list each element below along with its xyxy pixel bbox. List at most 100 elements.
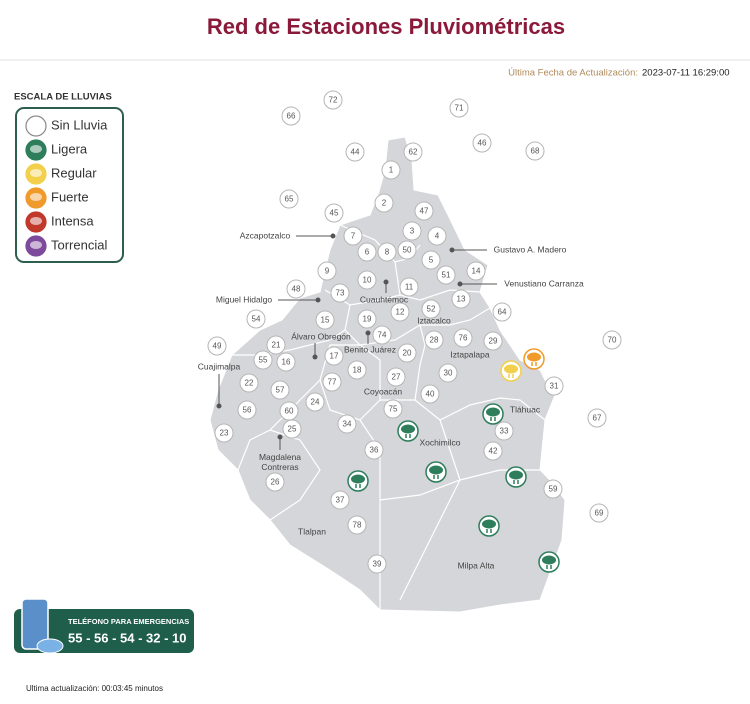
station-number: 48 (292, 285, 301, 294)
station-marker (207, 336, 227, 356)
station-marker (483, 331, 503, 351)
station-number: 74 (378, 331, 387, 340)
callout-dot (457, 281, 463, 287)
station-number: 71 (455, 104, 464, 113)
station-marker (374, 193, 394, 213)
station-marker (602, 330, 622, 350)
station-number: 19 (363, 315, 372, 324)
station-marker (357, 242, 377, 262)
legend-label: Torrencial (51, 237, 107, 252)
station-number: 26 (271, 478, 280, 487)
station-number: 50 (403, 246, 412, 255)
update-label: Última Fecha de Actualización: (508, 68, 638, 79)
station-marker (453, 328, 473, 348)
station-marker (315, 310, 335, 330)
station-number: 42 (489, 447, 498, 456)
rain-cloud (504, 364, 518, 374)
station-marker (386, 367, 406, 387)
station-marker (253, 350, 273, 370)
station-marker (525, 141, 545, 161)
station-marker (237, 400, 257, 420)
station-number: 29 (489, 337, 498, 346)
rain-cloud (542, 555, 556, 565)
callout-lines (216, 233, 497, 450)
callout-dot (449, 247, 455, 253)
rain-cloud (351, 474, 365, 484)
borough-name: Cuauhtémoc (360, 294, 409, 304)
borough-name: Iztacalco (417, 315, 451, 325)
station-number: 7 (351, 232, 356, 241)
borough-name: Coyoacán (364, 386, 403, 396)
station-number: 49 (213, 342, 222, 351)
rain-cloud (401, 424, 415, 434)
legend-cloud (30, 217, 42, 225)
rain-cloud (482, 519, 496, 529)
station-marker (402, 221, 422, 241)
station-number: 54 (252, 315, 261, 324)
station-marker (421, 250, 441, 270)
station-number: 24 (311, 398, 320, 407)
borough-name: Tláhuac (510, 404, 541, 414)
borough-name: Iztapalapa (450, 349, 489, 359)
station-number: 30 (444, 369, 453, 378)
station-number: 67 (593, 414, 602, 423)
station-marker (438, 363, 458, 383)
station-marker (451, 289, 471, 309)
station-marker (330, 490, 350, 510)
borough-name: Magdalena Contreras (259, 452, 301, 472)
station-number: 57 (276, 386, 285, 395)
station-number: 22 (245, 379, 254, 388)
borough-name: Gustavo A. Madero (494, 244, 567, 254)
legend-cloud (30, 169, 42, 177)
station-marker (317, 261, 337, 281)
station-marker (414, 201, 434, 221)
station-marker (337, 414, 357, 434)
station-number: 55 (259, 356, 268, 365)
station-number: 9 (325, 267, 330, 276)
footer-note: Ultima actualización: 00:03:45 minutos (26, 684, 163, 693)
callout-dot (312, 354, 318, 360)
station-number: 28 (430, 336, 439, 345)
borough-name: Xochimilco (419, 437, 460, 447)
station-number: 60 (285, 407, 294, 416)
station-marker (266, 335, 286, 355)
station-number: 56 (243, 406, 252, 415)
emergency-box: TELÉFONO PARA EMERGENCIAS 55 - 56 - 54 -… (14, 598, 194, 654)
legend-label: Sin Lluvia (51, 117, 108, 132)
station-marker (436, 265, 456, 285)
callout-dot (383, 279, 389, 285)
emergency-phone: 55 - 56 - 54 - 32 - 10 (68, 630, 187, 645)
station-number: 59 (549, 485, 558, 494)
station-marker (543, 479, 563, 499)
station-number: 25 (288, 425, 297, 434)
station-marker (377, 242, 397, 262)
station-marker (305, 392, 325, 412)
station-number: 27 (392, 373, 401, 382)
station-number: 13 (457, 295, 466, 304)
station-number: 36 (370, 446, 379, 455)
legend-cloud (30, 145, 42, 153)
rain-cloud (527, 352, 541, 362)
station-number: 75 (389, 405, 398, 414)
station-number: 31 (550, 382, 559, 391)
station-number: 37 (336, 496, 345, 505)
phone-icon (21, 598, 49, 650)
station-number: 46 (478, 139, 487, 148)
station-number: 62 (409, 148, 418, 157)
station-number: 45 (330, 209, 339, 218)
station-marker (424, 330, 444, 350)
station-marker (239, 373, 259, 393)
station-number: 73 (336, 289, 345, 298)
legend-label: Fuerte (51, 189, 89, 204)
station-number: 68 (531, 147, 540, 156)
station-marker (281, 106, 301, 126)
station-number: 10 (363, 276, 372, 285)
station-number: 23 (220, 429, 229, 438)
station-marker (279, 189, 299, 209)
station-number: 78 (353, 521, 362, 530)
station-number: 6 (365, 248, 370, 257)
station-marker (397, 240, 417, 260)
borough-name: Miguel Hidalgo (216, 294, 272, 304)
station-number: 2 (382, 199, 387, 208)
